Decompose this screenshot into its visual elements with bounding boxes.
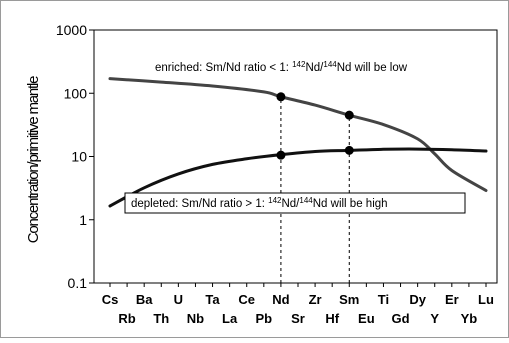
- y-tick-label-4: 1000: [56, 22, 87, 38]
- x-tick-label-top-2: U: [174, 292, 183, 307]
- x-tick-label-bottom-7: Eu: [358, 311, 375, 326]
- depleted-annotation-text-1: depleted: Sm/Nd ratio > 1:: [131, 198, 268, 210]
- x-tick-label-top-6: Zr: [309, 292, 322, 307]
- depleted-annotation-text-3: Nd will be high: [313, 198, 388, 210]
- depleted-annotation-sup-144: 144: [299, 196, 313, 205]
- marker-point-nd-2: [276, 150, 286, 160]
- marker-point-sm-3: [344, 145, 354, 155]
- depleted-annotation-box: [124, 192, 466, 214]
- enriched-annotation-sup-142: 142: [292, 60, 306, 69]
- x-tick-label-bottom-4: Pb: [256, 311, 273, 326]
- depleted-annotation: depleted: Sm/Nd ratio > 1: 142Nd/144Nd w…: [131, 196, 388, 211]
- y-axis-label: Concentration/primitive mantle: [25, 76, 42, 243]
- x-tick-label-top-1: Ba: [136, 292, 153, 307]
- series-lines: [108, 77, 488, 208]
- marker-point-sm-1: [344, 110, 354, 120]
- x-tick-label-bottom-1: Th: [153, 311, 169, 326]
- y-tick-label-3: 100: [64, 85, 88, 101]
- x-tick-label-top-9: Dy: [409, 292, 426, 307]
- x-tick-label-bottom-2: Nb: [187, 311, 204, 326]
- x-tick-label-top-5: Nd: [272, 292, 289, 307]
- enriched-annotation: enriched: Sm/Nd ratio < 1: 142Nd/144Nd w…: [155, 60, 408, 75]
- depleted-curve: [108, 147, 488, 208]
- x-tick-label-top-11: Lu: [478, 292, 494, 307]
- depleted-annotation-sup-142: 142: [268, 196, 282, 205]
- y-tick-label-1: 1: [79, 212, 87, 228]
- x-tick-label-bottom-6: Hf: [325, 311, 339, 326]
- x-tick-label-top-7: Sm: [339, 292, 359, 307]
- enriched-curve: [108, 77, 488, 192]
- guide-lines: [280, 96, 350, 283]
- enriched-annotation-text-2: Nd/: [305, 62, 324, 74]
- x-tick-label-bottom-0: Rb: [118, 311, 135, 326]
- y-tick-label-0: 0.1: [68, 275, 88, 291]
- x-tick-label-top-0: Cs: [102, 292, 119, 307]
- depleted-annotation-text-2: Nd/: [281, 198, 300, 210]
- y-tick-label-2: 10: [71, 149, 87, 165]
- y-axis-ticks: 0.1 1 10 100 1000: [56, 22, 94, 291]
- enriched-annotation-sup-144: 144: [323, 60, 337, 69]
- x-tick-label-bottom-3: La: [222, 311, 238, 326]
- x-tick-label-top-3: Ta: [205, 292, 220, 307]
- x-tick-label-top-4: Ce: [238, 292, 255, 307]
- x-tick-label-bottom-8: Gd: [392, 311, 410, 326]
- x-tick-label-bottom-5: Sr: [291, 311, 305, 326]
- enriched-annotation-text-1: enriched: Sm/Nd ratio < 1:: [155, 62, 292, 74]
- x-tick-label-bottom-9: Y: [430, 311, 439, 326]
- x-tick-label-bottom-10: Yb: [461, 311, 478, 326]
- marker-points: [276, 92, 354, 160]
- x-tick-label-top-10: Er: [445, 292, 459, 307]
- x-tick-label-top-8: Ti: [378, 292, 389, 307]
- enriched-annotation-text-3: Nd will be low: [337, 62, 408, 74]
- x-axis-ticks: Cs Ba U Ta Ce Nd Zr Sm Ti Dy Er Lu Rb Th Nb La Pb Sr Hf Eu G…: [102, 283, 494, 326]
- marker-point-nd-0: [276, 92, 286, 102]
